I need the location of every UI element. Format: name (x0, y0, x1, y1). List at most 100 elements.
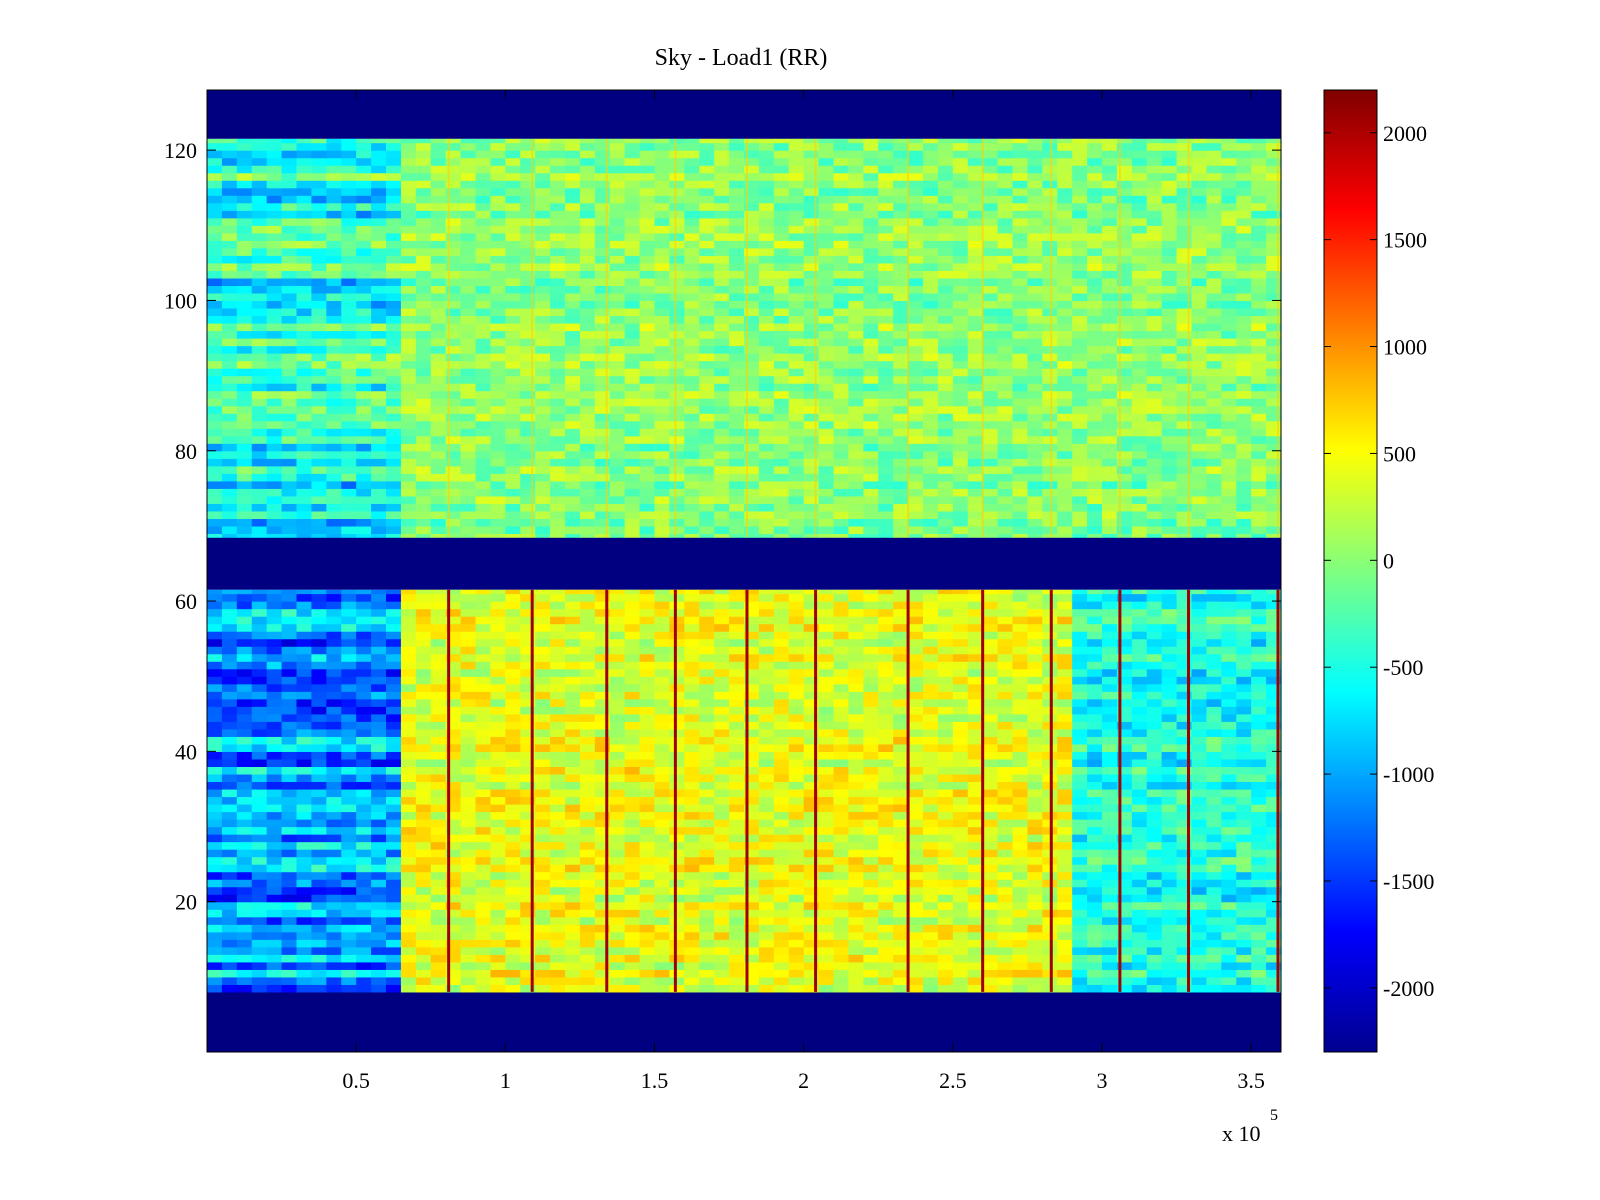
heatmap-cell (967, 931, 984, 940)
heatmap-cell (445, 758, 462, 768)
heatmap-cell (266, 886, 283, 895)
heatmap-cell (371, 841, 387, 850)
heatmap-cell (669, 691, 685, 700)
heatmap-cell (609, 834, 626, 843)
heatmap-cell (952, 638, 969, 647)
heatmap-cell (535, 676, 551, 685)
heatmap-cell (490, 458, 506, 467)
heatmap-cell (639, 593, 656, 602)
heatmap-cell (236, 589, 253, 595)
heatmap-cell (1131, 819, 1148, 828)
heatmap-cell (833, 503, 850, 512)
heatmap-cell (550, 984, 566, 993)
heatmap-cell (281, 819, 298, 828)
heatmap-cell (1072, 819, 1088, 828)
heatmap-cell (684, 488, 700, 497)
heatmap-cell (848, 706, 864, 715)
heatmap-cell (684, 721, 700, 730)
heatmap-cell (475, 916, 492, 925)
heatmap-cell (624, 525, 641, 535)
heatmap-cell (475, 909, 492, 918)
heatmap-cell (609, 781, 626, 790)
heatmap-cell (1266, 698, 1282, 707)
heatmap-cell (758, 503, 775, 512)
heatmap-cell (684, 676, 700, 685)
heatmap-cell (356, 706, 372, 715)
heatmap-cell (1176, 901, 1193, 910)
heatmap-cell (266, 713, 283, 722)
heatmap-cell (1206, 773, 1222, 783)
heatmap-cell (400, 916, 417, 925)
heatmap-cell (744, 849, 760, 858)
heatmap-cell (609, 916, 626, 925)
heatmap-cell (878, 473, 894, 482)
heatmap-cell (371, 788, 387, 798)
heatmap-cell (281, 969, 298, 978)
heatmap-cell (1221, 788, 1237, 798)
heatmap-cell (490, 924, 506, 933)
heatmap-cell (550, 969, 566, 978)
heatmap-cell (1087, 518, 1103, 527)
heatmap-cell (684, 879, 700, 888)
heatmap-cell (460, 728, 477, 737)
heatmap-cell (997, 518, 1014, 527)
heatmap-cell (460, 886, 477, 895)
heatmap-cell (699, 480, 715, 489)
heatmap-cell (1191, 826, 1208, 835)
heatmap-cell (684, 864, 700, 873)
heatmap-cell (475, 503, 492, 512)
heatmap-cell (1116, 646, 1133, 655)
heatmap-cell (967, 879, 984, 888)
heatmap-cell (878, 781, 894, 790)
heatmap-cell (460, 638, 477, 647)
heatmap-cell (1057, 683, 1073, 692)
heatmap-cell (326, 803, 342, 813)
heatmap-cell (1057, 796, 1073, 805)
heatmap-cell (1057, 909, 1073, 918)
heatmap-cell (1116, 819, 1133, 828)
heatmap-cell (684, 510, 700, 519)
heatmap-cell (565, 743, 581, 752)
heatmap-cell (1102, 691, 1118, 700)
heatmap-cell (1206, 518, 1222, 527)
heatmap-cell (460, 503, 477, 512)
heatmap-cell (937, 533, 954, 538)
heatmap-cell (266, 946, 283, 955)
heatmap-cell (908, 879, 924, 888)
heatmap-cell (1027, 826, 1043, 835)
heatmap-cell (386, 631, 402, 640)
heatmap-cell (669, 495, 685, 504)
heatmap-cell (729, 879, 745, 888)
heatmap-cell (624, 826, 641, 835)
heatmap-cell (475, 653, 492, 662)
heatmap-cell (982, 638, 999, 647)
heatmap-cell (251, 894, 268, 903)
heatmap-cell (848, 450, 864, 459)
heatmap-cell (1161, 939, 1178, 948)
heatmap-cell (505, 984, 521, 993)
heatmap-cell (818, 728, 835, 737)
heatmap-cell (460, 909, 477, 918)
heatmap-cell (788, 698, 805, 707)
heatmap-cell (624, 743, 641, 752)
heatmap-cell (714, 623, 730, 632)
heatmap-cell (803, 969, 820, 978)
heatmap-cell (863, 886, 879, 895)
heatmap-cell (281, 601, 298, 610)
heatmap-cell (400, 826, 417, 835)
heatmap-cell (1266, 871, 1282, 880)
heatmap-cell (311, 766, 327, 775)
heatmap-cell (773, 443, 790, 452)
heatmap-cell (624, 924, 641, 933)
heatmap-cell (475, 976, 492, 985)
heatmap-cell (341, 638, 357, 647)
heatmap-cell (1131, 683, 1148, 692)
heatmap-cell (878, 713, 894, 722)
heatmap-cell (594, 631, 611, 640)
heatmap-cell (1102, 631, 1118, 640)
heatmap-cell (221, 589, 238, 595)
heatmap-cell (207, 458, 223, 467)
heatmap-cell (699, 458, 715, 467)
heatmap-cell (654, 713, 671, 722)
heatmap-cell (296, 909, 313, 918)
